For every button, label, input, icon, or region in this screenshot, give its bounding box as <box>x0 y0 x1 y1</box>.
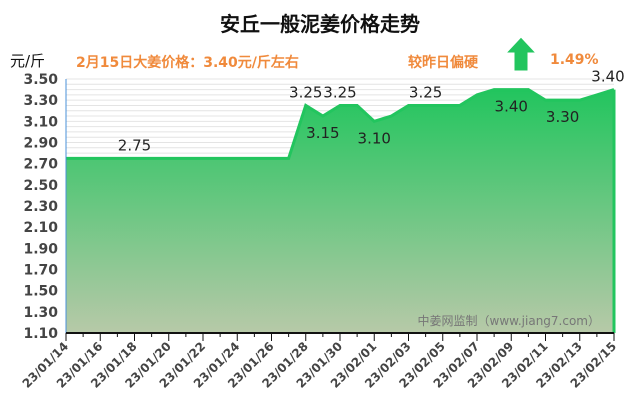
data-label: 3.15 <box>306 124 339 142</box>
data-label: 3.25 <box>409 83 442 101</box>
arrow-up-icon <box>505 36 537 72</box>
y-tick-label: 2.90 <box>23 136 58 152</box>
y-tick-label: 2.30 <box>23 199 58 215</box>
watermark: 中姜网监制（www.jiang7.com） <box>418 313 600 328</box>
y-tick-label: 1.70 <box>23 263 58 279</box>
y-tick-label: 2.70 <box>23 157 58 173</box>
y-tick-label: 2.10 <box>23 220 58 236</box>
area-fill <box>66 89 614 333</box>
y-axis-unit: 元/斤 <box>10 52 46 70</box>
y-tick-label: 1.30 <box>23 305 58 321</box>
series-line <box>66 88 615 160</box>
y-tick-label: 3.30 <box>23 93 58 109</box>
price-note: 2月15日大姜价格：3.40元/斤左右 <box>76 55 299 71</box>
y-tick-label: 3.10 <box>23 114 58 130</box>
data-label: 3.40 <box>495 98 528 116</box>
compare-label: 较昨日偏硬 <box>408 55 478 71</box>
y-tick-label: 1.90 <box>23 241 58 257</box>
data-label: 3.25 <box>289 83 322 101</box>
chart-title: 安丘一般泥姜价格走势 <box>220 12 420 36</box>
y-tick-label: 1.50 <box>23 284 58 300</box>
data-label: 3.10 <box>358 129 391 147</box>
data-label: 3.30 <box>546 108 579 126</box>
data-label: 2.75 <box>118 136 151 154</box>
y-tick-label: 2.50 <box>23 178 58 194</box>
change-percent: 1.49% <box>550 52 599 68</box>
data-label: 3.25 <box>323 83 356 101</box>
y-tick-label: 1.10 <box>23 326 58 342</box>
y-tick-label: 3.50 <box>23 72 58 88</box>
data-label: 3.40 <box>591 68 624 86</box>
